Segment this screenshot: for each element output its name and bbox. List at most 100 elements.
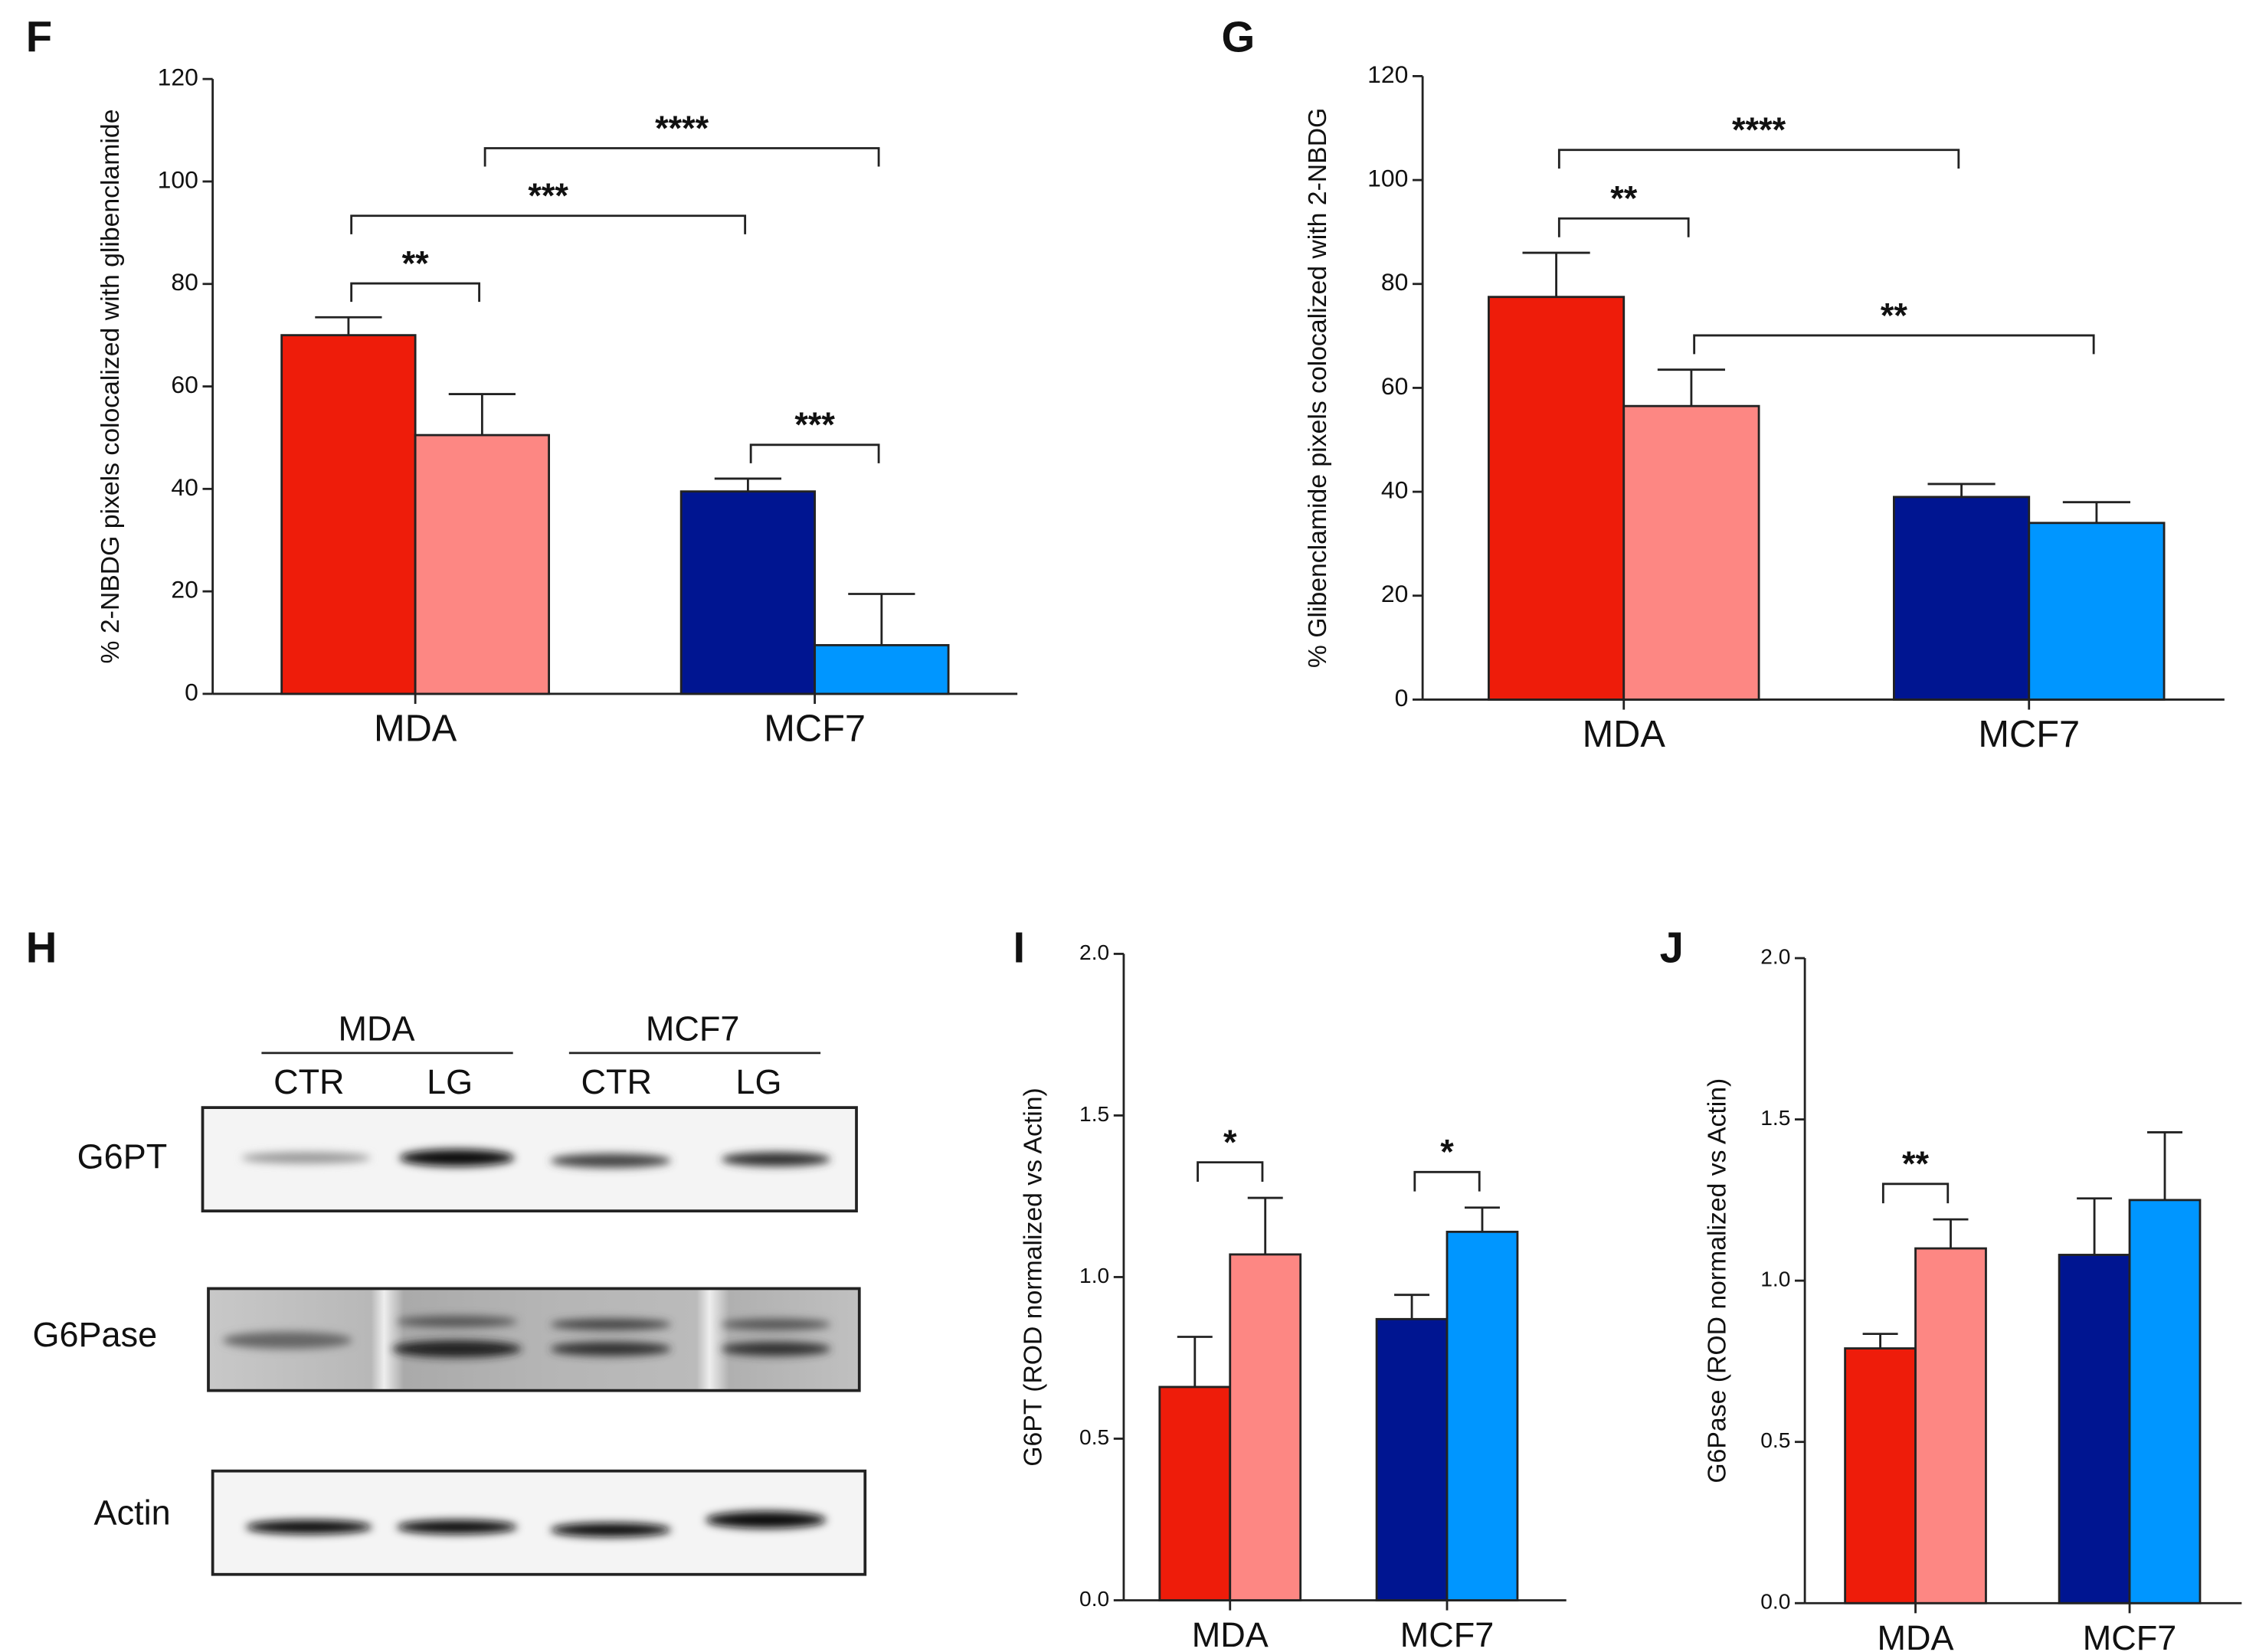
bar bbox=[1488, 296, 1626, 701]
y-tick-label: 120 bbox=[1367, 61, 1408, 88]
y-tick-label: 40 bbox=[1381, 476, 1408, 504]
bar bbox=[1622, 404, 1760, 701]
x-tick-label: MDA bbox=[1583, 714, 1666, 755]
y-axis-label: % Glibenclamide pixels colocalized with … bbox=[1303, 108, 1332, 669]
significance-label: ** bbox=[1610, 179, 1638, 218]
x-tick-label: MDA bbox=[1192, 1615, 1269, 1652]
y-tick-label: 20 bbox=[171, 576, 198, 604]
significance-label: *** bbox=[794, 405, 835, 444]
bar bbox=[2058, 1254, 2131, 1605]
blot-panel: H MDA MCF7 CTR LG CTR LG G6PT G6Pase Act… bbox=[26, 924, 867, 1576]
lane-label: LG bbox=[427, 1062, 473, 1101]
band bbox=[550, 1153, 672, 1168]
bar bbox=[1914, 1247, 1987, 1605]
significance-label: **** bbox=[1732, 110, 1786, 149]
bar bbox=[2128, 1199, 2202, 1605]
row-label: Actin bbox=[94, 1493, 171, 1533]
row-label: G6PT bbox=[77, 1137, 168, 1176]
significance-label: *** bbox=[528, 176, 568, 215]
y-tick-label: 0 bbox=[185, 678, 198, 705]
y-tick-label: 0.5 bbox=[1760, 1428, 1790, 1452]
x-tick-label: MCF7 bbox=[1400, 1615, 1495, 1652]
x-tick-label: MCF7 bbox=[2083, 1618, 2177, 1652]
bar bbox=[414, 433, 550, 695]
y-tick-label: 80 bbox=[1381, 268, 1408, 296]
x-tick-label: MDA bbox=[1878, 1618, 1954, 1652]
band bbox=[396, 1520, 518, 1535]
bar bbox=[2028, 522, 2166, 701]
panel-letter: I bbox=[1013, 924, 1025, 972]
panel-letter: H bbox=[26, 924, 57, 972]
band bbox=[721, 1152, 831, 1167]
significance-bracket bbox=[483, 147, 880, 167]
significance-bracket bbox=[1197, 1161, 1264, 1182]
y-tick-label: 2.0 bbox=[1079, 940, 1109, 964]
band bbox=[222, 1331, 352, 1349]
bar bbox=[814, 643, 950, 695]
y-tick-label: 0.5 bbox=[1079, 1425, 1109, 1449]
significance-bracket bbox=[1413, 1170, 1481, 1192]
panel-letter: F bbox=[26, 12, 52, 61]
y-axis-label: G6Pase (ROD normalized vs Actin) bbox=[1702, 1078, 1731, 1484]
band bbox=[241, 1152, 371, 1164]
significance-label: ** bbox=[402, 244, 430, 283]
y-tick-label: 2.0 bbox=[1760, 944, 1790, 968]
y-tick-label: 1.0 bbox=[1079, 1264, 1109, 1287]
significance-label: ** bbox=[1902, 1144, 1930, 1183]
y-tick-label: 0.0 bbox=[1760, 1590, 1790, 1614]
lane-label: LG bbox=[735, 1062, 781, 1101]
panel-letter: J bbox=[1660, 924, 1684, 972]
y-tick-label: 40 bbox=[171, 473, 198, 501]
row-label: G6Pase bbox=[32, 1315, 157, 1354]
y-tick-label: 20 bbox=[1381, 580, 1408, 607]
group-label: MCF7 bbox=[646, 1009, 740, 1048]
band bbox=[399, 1149, 515, 1167]
y-tick-label: 1.5 bbox=[1760, 1106, 1790, 1130]
significance-label: ** bbox=[1881, 296, 1908, 335]
x-tick-label: MDA bbox=[374, 708, 457, 750]
x-tick-label: MCF7 bbox=[764, 708, 866, 750]
band bbox=[245, 1520, 372, 1535]
band bbox=[550, 1341, 672, 1356]
bar bbox=[1893, 496, 2031, 701]
significance-label: * bbox=[1223, 1123, 1237, 1162]
y-tick-label: 0.0 bbox=[1079, 1587, 1109, 1611]
x-tick-label: MCF7 bbox=[1978, 714, 2080, 755]
significance-bracket bbox=[1557, 149, 1960, 169]
y-tick-label: 80 bbox=[171, 268, 198, 296]
y-tick-label: 1.5 bbox=[1079, 1102, 1109, 1126]
y-tick-label: 60 bbox=[171, 371, 198, 398]
band bbox=[392, 1340, 522, 1358]
bar bbox=[1445, 1230, 1519, 1601]
bar bbox=[280, 334, 417, 695]
band bbox=[706, 1511, 827, 1529]
panel-letter: G bbox=[1221, 12, 1255, 61]
significance-label: * bbox=[1440, 1133, 1454, 1172]
band bbox=[550, 1523, 672, 1537]
bar bbox=[1844, 1347, 1917, 1605]
bar bbox=[1158, 1385, 1232, 1601]
significance-bracket bbox=[350, 282, 481, 303]
band bbox=[721, 1318, 831, 1330]
bar bbox=[679, 490, 817, 695]
significance-bracket bbox=[1557, 217, 1690, 237]
group-label: MDA bbox=[338, 1009, 414, 1048]
y-tick-label: 100 bbox=[158, 165, 198, 193]
y-tick-label: 100 bbox=[1367, 165, 1408, 192]
lane-label: CTR bbox=[273, 1062, 344, 1101]
significance-label: **** bbox=[655, 109, 709, 148]
band bbox=[550, 1318, 672, 1330]
significance-bracket bbox=[350, 214, 747, 234]
y-tick-label: 0 bbox=[1395, 684, 1409, 712]
y-tick-label: 60 bbox=[1381, 372, 1408, 400]
y-tick-label: 120 bbox=[158, 64, 198, 91]
band bbox=[721, 1341, 831, 1356]
bar bbox=[1229, 1253, 1302, 1601]
bar bbox=[1375, 1317, 1449, 1601]
band bbox=[396, 1316, 518, 1328]
y-tick-label: 1.0 bbox=[1760, 1268, 1790, 1291]
y-axis-label: G6PT (ROD normalized vs Actin) bbox=[1019, 1088, 1048, 1467]
significance-bracket bbox=[1881, 1183, 1950, 1204]
significance-bracket bbox=[1693, 334, 2095, 355]
